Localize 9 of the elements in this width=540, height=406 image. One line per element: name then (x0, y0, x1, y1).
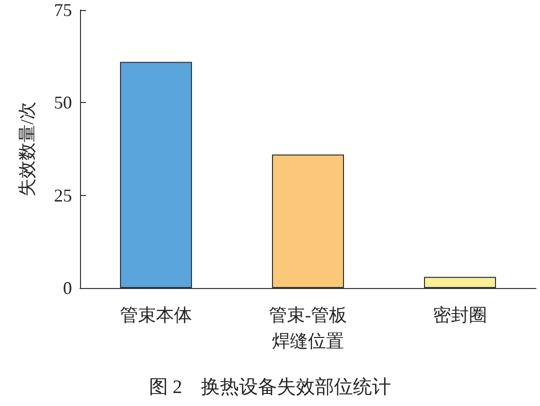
y-tick-label: 25 (54, 185, 72, 206)
y-tick-label: 75 (54, 0, 72, 20)
x-tick-label: 密封圈 (433, 305, 487, 325)
x-tick-label: 管束本体 (120, 305, 192, 325)
y-axis-title: 失效数量/次 (17, 101, 37, 197)
y-tick-label: 50 (54, 92, 72, 113)
y-tick-label: 0 (63, 278, 72, 298)
x-tick-label: 管束-管板焊缝位置 (269, 305, 347, 351)
text: 图 2 换热设备失效部位统计 (148, 376, 392, 398)
